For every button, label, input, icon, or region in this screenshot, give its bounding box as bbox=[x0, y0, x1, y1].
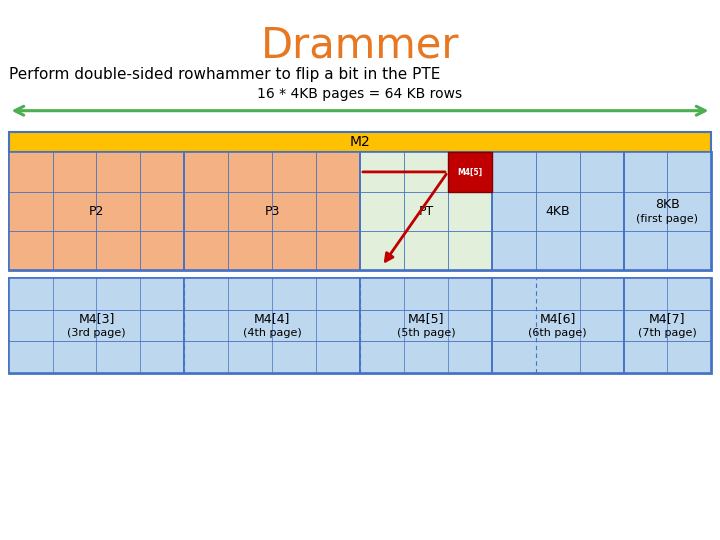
Text: Drammer: Drammer bbox=[261, 24, 459, 66]
Text: M4[5]: M4[5] bbox=[457, 167, 482, 177]
Bar bbox=[9, 152, 711, 270]
Text: (6th page): (6th page) bbox=[528, 328, 587, 338]
Text: (4th page): (4th page) bbox=[243, 328, 302, 338]
Bar bbox=[624, 152, 711, 270]
Bar bbox=[9, 152, 184, 270]
Bar bbox=[492, 152, 624, 270]
Bar bbox=[492, 278, 624, 373]
Bar bbox=[624, 278, 711, 373]
Text: M2: M2 bbox=[350, 136, 370, 149]
Text: (first page): (first page) bbox=[636, 214, 698, 224]
Text: (5th page): (5th page) bbox=[397, 328, 455, 338]
Bar bbox=[184, 278, 360, 373]
Text: 8KB: 8KB bbox=[655, 198, 680, 211]
Bar bbox=[9, 132, 711, 152]
Bar bbox=[448, 152, 492, 192]
Bar bbox=[360, 278, 492, 373]
Text: M4[3]: M4[3] bbox=[78, 312, 114, 326]
Text: 16 * 4KB pages = 64 KB rows: 16 * 4KB pages = 64 KB rows bbox=[258, 87, 462, 101]
Text: P3: P3 bbox=[264, 205, 280, 218]
Bar bbox=[184, 152, 360, 270]
Bar bbox=[9, 278, 184, 373]
Text: M4[4]: M4[4] bbox=[254, 312, 290, 326]
Text: M4[6]: M4[6] bbox=[539, 312, 576, 326]
Text: (3rd page): (3rd page) bbox=[67, 328, 126, 338]
Text: (7th page): (7th page) bbox=[638, 328, 697, 338]
Bar bbox=[360, 152, 492, 270]
Text: M4[7]: M4[7] bbox=[649, 312, 685, 326]
Text: Perform double-sided rowhammer to flip a bit in the PTE: Perform double-sided rowhammer to flip a… bbox=[9, 68, 440, 83]
Text: 4KB: 4KB bbox=[545, 205, 570, 218]
Text: M4[5]: M4[5] bbox=[408, 312, 444, 326]
Text: PT: PT bbox=[418, 205, 433, 218]
Text: P2: P2 bbox=[89, 205, 104, 218]
Bar bbox=[9, 278, 711, 373]
